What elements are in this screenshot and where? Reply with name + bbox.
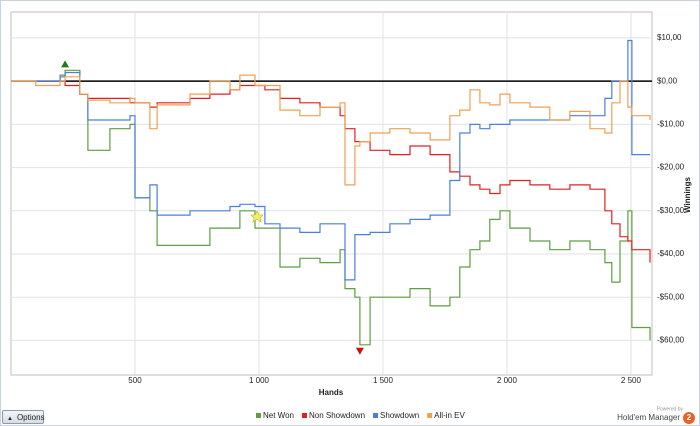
min-marker (355, 347, 364, 355)
series-line (11, 69, 651, 346)
y-tick-label: -$60,00 (657, 336, 685, 345)
x-tick-label: 2 000 (497, 376, 518, 385)
legend-label: All-in EV (434, 411, 465, 420)
legend-label: Non Showdown (309, 411, 365, 420)
plot-area (10, 11, 653, 376)
brand-version: 2 (687, 413, 692, 422)
x-tick-label: 2 500 (621, 376, 642, 385)
options-button[interactable]: ▲ Options (2, 410, 45, 424)
x-tick-label: 1 000 (249, 376, 270, 385)
y-tick-label: -$50,00 (657, 292, 685, 301)
max-marker (61, 60, 70, 68)
x-tick-label: 500 (128, 376, 142, 385)
brand-badge (683, 412, 695, 424)
options-label: Options (16, 413, 45, 422)
y-tick-label: -$10,00 (657, 119, 685, 128)
y-tick-label: -$20,00 (657, 163, 685, 172)
y-tick-label: $10,00 (657, 33, 682, 42)
y-axis-label: Winnings (683, 176, 692, 212)
series-line (11, 74, 651, 186)
legend-swatch (301, 413, 307, 418)
y-tick-label: -$30,00 (657, 206, 685, 215)
powered-by: Powered by (657, 406, 684, 412)
legend-swatch (373, 413, 379, 418)
legend-swatch (427, 413, 433, 418)
legend-swatch (256, 413, 261, 418)
star-marker (250, 210, 264, 223)
brand: Hold'em Manager (617, 413, 680, 422)
legend-label: Showdown (380, 411, 419, 420)
x-axis-label: Hands (319, 388, 344, 397)
y-tick-label: -$40,00 (657, 249, 685, 258)
legend-label: Net Won (263, 411, 294, 420)
y-tick-label: $0,00 (657, 76, 678, 85)
x-tick-label: 1 500 (373, 376, 394, 385)
